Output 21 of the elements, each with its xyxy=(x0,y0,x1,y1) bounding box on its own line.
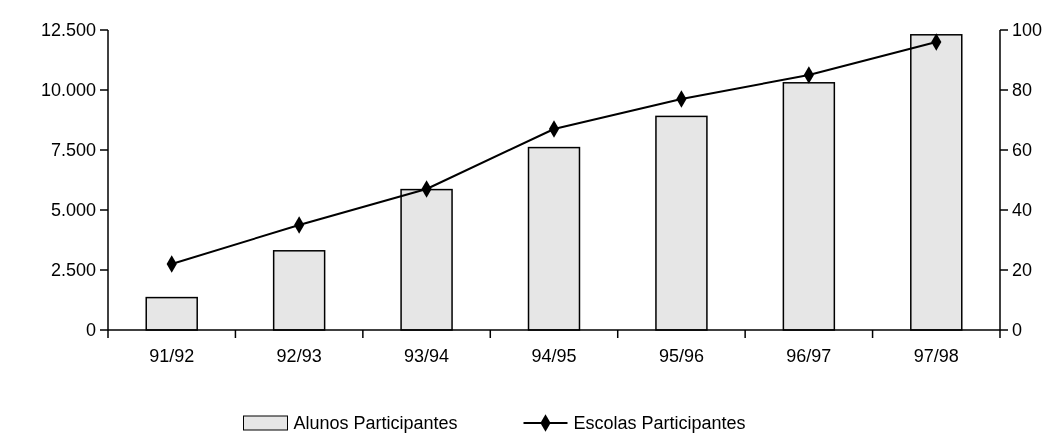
x-tick-label: 95/96 xyxy=(658,346,704,366)
y2-tick-label: 40 xyxy=(1012,200,1033,221)
y2-tick-label: 20 xyxy=(1012,260,1033,281)
x-tick-label: 93/94 xyxy=(404,346,450,366)
x-tick-label: 92/93 xyxy=(276,346,322,366)
y-tick-label: 2.500 xyxy=(50,260,96,281)
x-tick-label: 97/98 xyxy=(913,346,959,366)
y2-tick-label: 0 xyxy=(1012,320,1023,341)
y-tick-label: 12.500 xyxy=(40,20,96,41)
x-tick-label: 91/92 xyxy=(149,346,195,366)
y2-tick-label: 100 xyxy=(1012,20,1043,41)
x-tick-label: 96/97 xyxy=(786,346,832,366)
legend-label: Alunos Participantes xyxy=(293,413,458,434)
y-tick-label: 5.000 xyxy=(50,200,96,221)
y2-tick-label: 80 xyxy=(1012,80,1033,101)
y-tick-label: 7.500 xyxy=(50,140,96,161)
x-tick-label: 94/95 xyxy=(531,346,577,366)
y2-tick-label: 60 xyxy=(1012,140,1033,161)
legend-label: Escolas Participantes xyxy=(573,413,746,434)
y-tick-label: 0 xyxy=(85,320,96,341)
y-tick-label: 10.000 xyxy=(40,80,96,101)
